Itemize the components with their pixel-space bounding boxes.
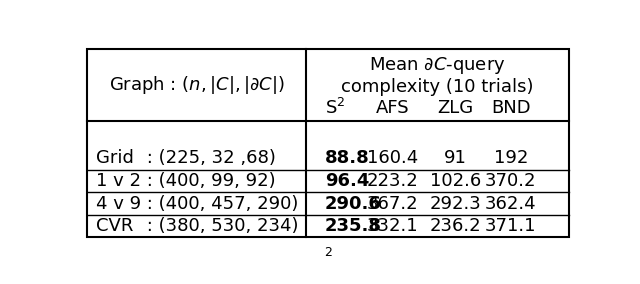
Text: 235.8: 235.8 [324, 217, 381, 235]
Text: 236.2: 236.2 [430, 217, 482, 235]
Text: ZLG: ZLG [438, 99, 474, 117]
Text: 370.2: 370.2 [485, 172, 536, 190]
Text: : (380, 530, 234): : (380, 530, 234) [141, 217, 298, 235]
Bar [88, 49, 568, 237]
Text: 102.6: 102.6 [430, 172, 481, 190]
Text: : (400, 99, 92): : (400, 99, 92) [141, 172, 276, 190]
Text: Graph : $(n, |C|, |\partial C|)$: Graph : $(n, |C|, |\partial C|)$ [109, 74, 285, 96]
Text: 88.8: 88.8 [324, 149, 369, 168]
Text: 2: 2 [324, 246, 332, 259]
Text: 4 v 9: 4 v 9 [97, 195, 141, 213]
Text: 160.4: 160.4 [367, 149, 419, 168]
Text: 290.6: 290.6 [324, 195, 381, 213]
Text: 1 v 2: 1 v 2 [97, 172, 141, 190]
Text: S$^2$: S$^2$ [324, 98, 345, 118]
Text: 91: 91 [444, 149, 467, 168]
Text: 371.1: 371.1 [485, 217, 536, 235]
Text: Mean $\partial C$-query: Mean $\partial C$-query [369, 55, 506, 76]
Text: 362.4: 362.4 [485, 195, 537, 213]
Text: AFS: AFS [376, 99, 410, 117]
Text: BND: BND [491, 99, 531, 117]
Text: 367.2: 367.2 [367, 195, 419, 213]
Text: 223.2: 223.2 [367, 172, 419, 190]
Text: 292.3: 292.3 [430, 195, 482, 213]
Text: : (400, 457, 290): : (400, 457, 290) [141, 195, 298, 213]
Text: 192: 192 [493, 149, 528, 168]
Text: 332.1: 332.1 [367, 217, 419, 235]
Text: : (225, 32 ,68): : (225, 32 ,68) [141, 149, 276, 168]
Text: 96.4: 96.4 [324, 172, 369, 190]
Text: CVR: CVR [97, 217, 134, 235]
Text: complexity (10 trials): complexity (10 trials) [341, 78, 534, 95]
Text: Grid: Grid [97, 149, 134, 168]
